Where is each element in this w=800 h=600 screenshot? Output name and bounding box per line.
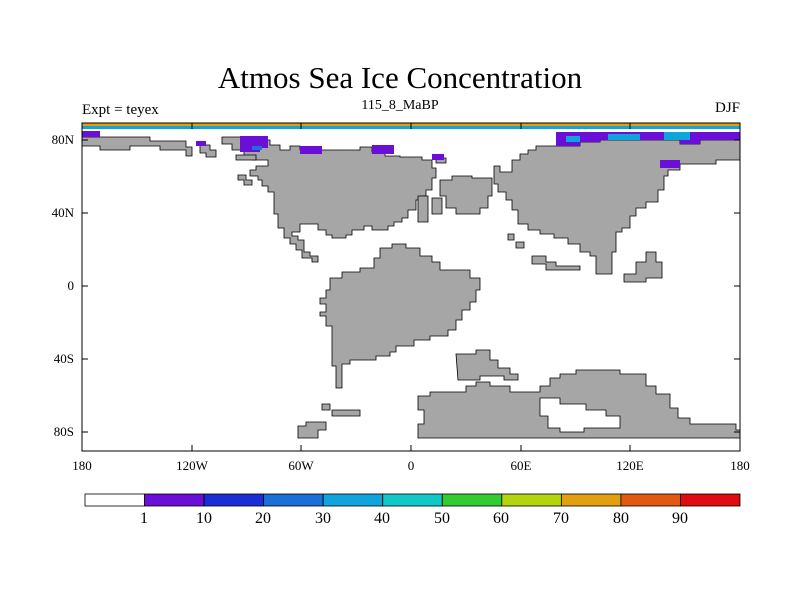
land-arctic-island-2: [199, 144, 217, 158]
sea-ice-patch-7: [196, 141, 206, 146]
land-south-islands-1: [321, 403, 331, 411]
land-africa-north: [439, 175, 493, 215]
land-south-america: [319, 243, 481, 389]
colorbar-swatch: [441, 493, 503, 507]
sea-ice-patch-6: [432, 154, 444, 160]
sea-ice-patches: [82, 131, 740, 168]
sea-ice-patch-3: [252, 146, 262, 150]
axis-ticks: [81, 123, 741, 451]
land-india-island-1: [507, 233, 515, 241]
colorbar-swatch: [322, 493, 384, 507]
lat-tick-label: 80S: [53, 424, 74, 439]
lon-tick-label: 120E: [616, 458, 644, 473]
sea-ice-patch-1: [82, 131, 100, 137]
lon-tick-label: 120W: [176, 458, 208, 473]
colorbar-label: 20: [255, 510, 271, 527]
colorbar-label: 70: [553, 510, 569, 527]
lat-tick-label: 40S: [53, 351, 74, 366]
sea-ice-patch-5: [372, 145, 394, 154]
sea-ice-patch-9: [566, 136, 580, 142]
colorbar-label: 30: [315, 510, 331, 527]
experiment-label: Expt = teyex: [82, 102, 159, 118]
colorbar-label: 80: [613, 510, 629, 527]
season-label: DJF: [714, 100, 740, 116]
sea-ice-patch-11: [664, 132, 690, 140]
colorbar: [84, 493, 741, 507]
lon-tick-label: 60E: [510, 458, 532, 473]
land-masses: [81, 136, 741, 439]
land-se-asia: [531, 255, 581, 271]
ocean-inlet: [539, 397, 621, 433]
colorbar-label: 60: [493, 510, 509, 527]
sea-ice-patch-10: [608, 134, 640, 140]
colorbar-swatch: [501, 493, 562, 507]
colorbar-label: 10: [196, 510, 212, 527]
colorbar-swatch: [263, 493, 324, 507]
lon-tick-label: 60W: [288, 458, 314, 473]
colorbar-label: 50: [434, 510, 450, 527]
land-small-africa-2: [431, 197, 443, 215]
lat-tick-label: 40N: [51, 205, 74, 220]
colorbar-swatch: [203, 493, 265, 507]
colorbar-swatch: [620, 493, 681, 507]
lon-tick-label: 180: [730, 458, 750, 473]
land-india-island-2: [515, 241, 525, 249]
land-australia-area: [455, 349, 519, 381]
lat-tick-label: 0: [67, 278, 75, 293]
colorbar-swatch: [560, 493, 622, 507]
sea-ice-patch-12: [660, 160, 680, 168]
map-title: Atmos Sea Ice Concentration: [217, 60, 583, 95]
land-arctic-island-3: [235, 154, 257, 161]
colorbar-label: 40: [374, 510, 390, 527]
land-east-island: [623, 251, 663, 283]
land-south-peninsula: [297, 421, 327, 439]
lon-tick-label: 180: [72, 458, 92, 473]
sea-ice-patch-8: [556, 132, 740, 146]
land-south-islands-2: [331, 409, 361, 417]
land-arctic-island-4: [237, 174, 253, 186]
colorbar-swatch: [144, 493, 205, 507]
colorbar-swatch: [382, 493, 443, 507]
land-arctic-island-1: [81, 136, 193, 157]
colorbar-swatch: [680, 493, 741, 507]
land-small-africa-1: [417, 195, 429, 223]
sea-ice-patch-4: [300, 146, 322, 154]
colorbar-label: 90: [672, 510, 688, 527]
land-north-america: [221, 136, 437, 263]
colorbar-swatch: [84, 493, 145, 507]
lon-tick-label: 0: [407, 458, 415, 473]
lat-tick-label: 80N: [51, 132, 74, 147]
period-label: 115_8_MaBP: [361, 98, 439, 113]
colorbar-label: 1: [140, 510, 148, 527]
